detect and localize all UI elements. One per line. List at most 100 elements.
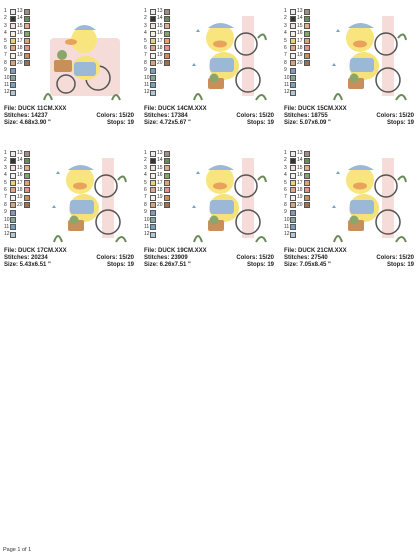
color-number: 14 (157, 157, 163, 164)
color-swatch (290, 23, 296, 30)
color-number: 11 (284, 223, 290, 230)
color-number: 6 (284, 186, 287, 193)
palette-row: 5 17 (4, 180, 34, 187)
palette-row: 7 19 (144, 52, 174, 59)
color-number: 17 (297, 179, 303, 186)
color-number: 9 (284, 67, 287, 74)
design-size: Size: 5.43x6.51 " (4, 262, 51, 268)
color-number: 7 (144, 52, 147, 59)
palette-row: 7 19 (284, 194, 314, 201)
color-number: 20 (297, 201, 303, 208)
palette-row: 4 16 (4, 172, 34, 179)
leaves (43, 93, 121, 101)
color-swatch (24, 8, 30, 15)
color-swatch (24, 180, 30, 187)
color-number: 16 (17, 172, 23, 179)
cap (208, 165, 234, 170)
stitch-count: Stitches: 20234 (4, 255, 48, 261)
color-swatch (24, 165, 30, 172)
color-number: 19 (297, 194, 303, 201)
color-number: 18 (297, 186, 303, 193)
color-number: 4 (144, 30, 147, 37)
color-number: 1 (284, 150, 287, 156)
palette-row: 1 13 (4, 8, 34, 15)
palette-row: 9 (4, 67, 34, 74)
color-swatch (10, 231, 16, 238)
palette-row: 8 20 (144, 202, 174, 209)
turtle (349, 215, 359, 225)
color-count: Colors: 15/20 (236, 255, 274, 261)
color-number: 4 (4, 30, 7, 37)
color-number: 19 (17, 52, 23, 59)
color-swatch (290, 15, 296, 22)
color-number: 8 (144, 201, 147, 208)
bicycle-wheel (56, 74, 76, 94)
color-swatch (290, 194, 296, 201)
color-number: 10 (4, 74, 10, 81)
color-swatch (150, 187, 156, 194)
color-swatch (290, 8, 296, 15)
color-swatch (150, 89, 156, 96)
color-number: 19 (157, 52, 163, 59)
color-swatch (290, 217, 296, 224)
color-swatch (150, 15, 156, 22)
color-number: 5 (4, 179, 7, 186)
color-number: 2 (4, 15, 7, 22)
cap (208, 23, 234, 28)
color-number: 14 (297, 157, 303, 164)
color-swatch (290, 187, 296, 194)
leaves (333, 175, 407, 243)
color-number: 11 (4, 223, 10, 230)
duck-beak (353, 40, 367, 48)
color-swatch (304, 165, 310, 172)
palette-row: 3 15 (144, 165, 174, 172)
color-swatch (24, 157, 30, 164)
palette-row: 5 17 (144, 38, 174, 45)
duck-beak (213, 40, 227, 48)
duck-head (206, 24, 234, 52)
duck-beak (353, 182, 367, 190)
palette-row: 10 (284, 75, 314, 82)
color-number: 10 (284, 74, 290, 81)
color-number: 9 (144, 209, 147, 216)
color-number: 20 (157, 201, 163, 208)
color-swatch (10, 52, 16, 59)
color-swatch (10, 60, 16, 67)
hearts (192, 171, 200, 208)
bicycle-wheel (94, 174, 118, 198)
palette-row: 1 13 (144, 150, 174, 157)
turtle (57, 50, 67, 60)
color-swatch (290, 45, 296, 52)
design-card: 1 13 2 14 3 15 4 16 5 17 6 18 7 19 8 20 9 10 11 12 File: DU… (0, 148, 136, 308)
background-panel (242, 16, 254, 96)
file-name: File: DUCK 17CM.XXX (4, 248, 67, 254)
color-swatch (290, 38, 296, 45)
color-swatch (290, 209, 296, 216)
design-card: 1 13 2 14 3 15 4 16 5 17 6 18 7 19 8 20 9 10 11 12 File: DU… (280, 6, 416, 166)
color-swatch (290, 165, 296, 172)
turtle (209, 73, 219, 83)
color-number: 2 (4, 157, 7, 164)
palette-row: 12 (4, 89, 34, 96)
file-name: File: DUCK 19CM.XXX (144, 248, 207, 254)
palette-row: 3 15 (284, 23, 314, 30)
palette-row: 2 14 (144, 157, 174, 164)
color-number: 13 (157, 8, 163, 14)
color-swatch (150, 30, 156, 37)
palette-row: 12 (144, 231, 174, 238)
color-number: 15 (17, 22, 23, 29)
duck-bicycle-artwork (192, 16, 267, 101)
color-swatch (150, 23, 156, 30)
color-swatch (24, 15, 30, 22)
overalls (350, 200, 374, 214)
color-number: 3 (4, 164, 7, 171)
color-number: 1 (144, 8, 147, 14)
color-swatch (10, 23, 16, 30)
color-swatch (24, 52, 30, 59)
palette-row: 9 (284, 67, 314, 74)
color-number: 6 (284, 44, 287, 51)
color-number: 10 (144, 74, 150, 81)
color-swatch (304, 157, 310, 164)
color-number: 20 (297, 59, 303, 66)
palette-row: 7 19 (144, 194, 174, 201)
